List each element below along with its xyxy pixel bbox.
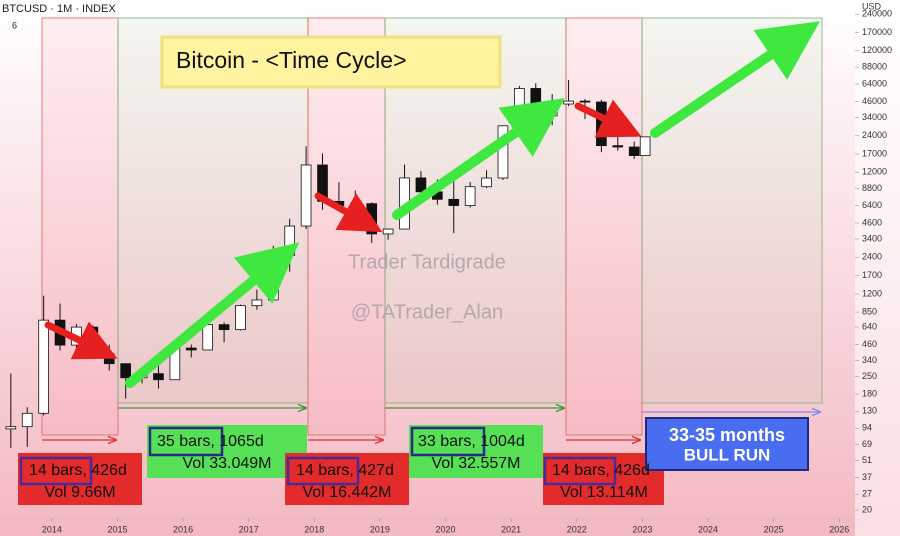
trend-arrows bbox=[44, 21, 820, 388]
y-tick-label: 1700 bbox=[862, 270, 882, 280]
x-tick-label: 2014 bbox=[42, 524, 62, 534]
candle-body bbox=[639, 136, 651, 156]
headline: Bitcoin - <Time Cycle> bbox=[176, 47, 407, 73]
x-tick-label: 2018 bbox=[304, 524, 324, 534]
axis-panel bbox=[855, 0, 900, 536]
y-tick-label: 6400 bbox=[862, 200, 882, 210]
candle-body bbox=[563, 100, 574, 105]
handle: @TATrader_Alan bbox=[351, 301, 503, 323]
y-tick-label: 20 bbox=[862, 504, 872, 514]
y-tick-label: 8800 bbox=[862, 183, 882, 193]
forecast-label: 33-35 months bbox=[669, 425, 785, 445]
candle-body bbox=[481, 177, 492, 188]
candle-body bbox=[448, 198, 460, 206]
y-tick-label: 12000 bbox=[862, 167, 887, 177]
y-tick-label: 17000 bbox=[862, 148, 887, 158]
candle-body bbox=[415, 177, 427, 193]
x-tick-label: 2015 bbox=[107, 524, 127, 534]
cycle-boxes bbox=[18, 417, 809, 505]
candle-body bbox=[300, 164, 312, 227]
cycle-label: 14 bars, 427d bbox=[296, 462, 394, 479]
candle-body bbox=[349, 203, 361, 206]
y-tick-label: 2400 bbox=[862, 252, 882, 262]
x-tick-label: 2021 bbox=[501, 524, 521, 534]
candle-body bbox=[382, 228, 394, 235]
x-tick-label: 2026 bbox=[829, 524, 849, 534]
candle-body bbox=[612, 145, 624, 148]
candle-body bbox=[628, 146, 640, 156]
candle-body bbox=[202, 324, 214, 351]
y-tick-label: 180 bbox=[862, 388, 877, 398]
candle-body bbox=[21, 412, 33, 428]
x-tick-label: 2023 bbox=[632, 524, 652, 534]
candle-body bbox=[120, 363, 131, 379]
x-tick-label: 2016 bbox=[173, 524, 193, 534]
cycle-label: Vol 9.66M bbox=[44, 484, 115, 501]
span-arrows bbox=[42, 408, 820, 440]
y-tick-label: 37 bbox=[862, 472, 872, 482]
x-tick-label: 2019 bbox=[370, 524, 390, 534]
x-tick-label: 2025 bbox=[764, 524, 784, 534]
cycle-label: 14 bars, 426d bbox=[29, 462, 127, 479]
y-tick-label: 34000 bbox=[862, 112, 887, 122]
y-tick-label: 27 bbox=[862, 489, 872, 499]
candle-body bbox=[153, 373, 164, 381]
x-tick-label: 2017 bbox=[239, 524, 259, 534]
candle-body bbox=[185, 347, 197, 351]
x-tick-label: 2024 bbox=[698, 524, 718, 534]
cycle-label: 35 bars, 1065d bbox=[157, 433, 264, 450]
y-tick-label: 850 bbox=[862, 306, 877, 316]
candle-body bbox=[251, 299, 263, 307]
watermark: Trader Tardigrade bbox=[348, 251, 506, 273]
symbol-title: BTCUSD · 1M · INDEX bbox=[2, 3, 116, 15]
y-tick-label: 46000 bbox=[862, 96, 887, 106]
y-tick-label: 130 bbox=[862, 406, 877, 416]
candle-body bbox=[579, 100, 591, 103]
y-tick-label: 120000 bbox=[862, 45, 892, 55]
y-tick-label: 51 bbox=[862, 455, 872, 465]
cycle-label: Vol 13.114M bbox=[560, 484, 648, 501]
interval-badge: 6 bbox=[12, 20, 17, 30]
y-tick-label: 69 bbox=[862, 439, 872, 449]
x-tick-label: 2020 bbox=[436, 524, 456, 534]
y-tick-label: 170000 bbox=[862, 27, 892, 37]
cycle-label: Vol 33.049M bbox=[183, 455, 272, 472]
headline-box bbox=[160, 35, 502, 89]
cycle-labels: 14 bars, 426d Vol 9.66M 35 bars, 1065d V… bbox=[29, 425, 785, 501]
cycle-label: Vol 16.442M bbox=[303, 484, 392, 501]
candle-body bbox=[218, 324, 230, 331]
candle-body bbox=[464, 186, 476, 206]
cycle-label: 33 bars, 1004d bbox=[418, 433, 525, 450]
currency-label: USD bbox=[862, 1, 882, 11]
y-tick-label: 88000 bbox=[862, 62, 887, 72]
y-tick-label: 3400 bbox=[862, 233, 882, 243]
y-tick-label: 64000 bbox=[862, 78, 887, 88]
y-tick-label: 340 bbox=[862, 355, 877, 365]
y-tick-label: 460 bbox=[862, 339, 877, 349]
x-tick-label: 2022 bbox=[567, 524, 587, 534]
y-tick-label: 94 bbox=[862, 423, 872, 433]
cycle-label: 14 bars, 426d bbox=[552, 462, 650, 479]
y-tick-label: 640 bbox=[862, 321, 877, 331]
candle-body bbox=[235, 305, 246, 331]
candle-body bbox=[5, 426, 17, 430]
candle-body bbox=[514, 88, 525, 127]
y-tick-label: 4600 bbox=[862, 217, 882, 227]
forecast-label: BULL RUN bbox=[684, 445, 771, 464]
y-tick-label: 1200 bbox=[862, 288, 882, 298]
cycle-label: Vol 32.557M bbox=[432, 455, 521, 472]
y-tick-label: 240000 bbox=[862, 9, 892, 19]
y-tick-label: 250 bbox=[862, 371, 877, 381]
y-tick-label: 24000 bbox=[862, 130, 887, 140]
candle-body bbox=[38, 319, 49, 414]
candle-body bbox=[596, 101, 607, 147]
